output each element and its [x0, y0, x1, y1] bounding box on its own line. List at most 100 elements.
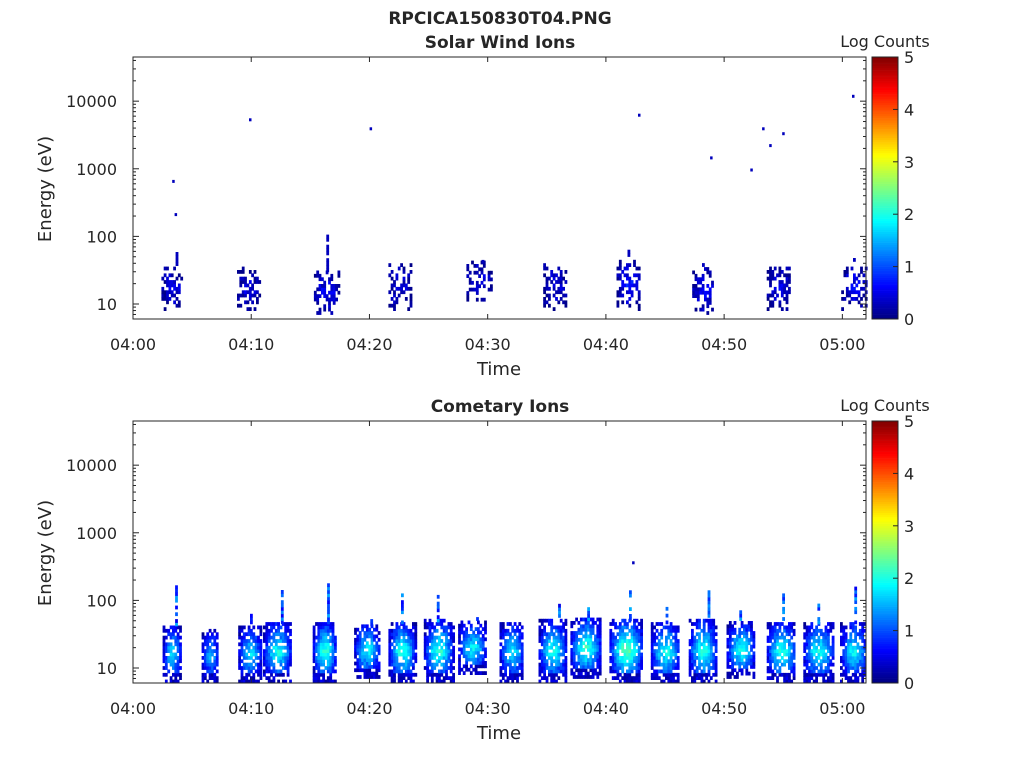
spectrogram-cell [731, 665, 734, 669]
spectrogram-cell [616, 625, 620, 630]
spectrogram-cell [265, 622, 269, 626]
spectrogram-cell [445, 662, 448, 667]
spectrogram-cell [769, 669, 772, 674]
spectrogram-cell [558, 603, 561, 608]
spectrogram-cell [176, 679, 180, 684]
spectrogram-cell [621, 280, 625, 284]
spectrogram-cell [317, 645, 321, 650]
spectrogram-cell [358, 661, 362, 666]
spectrogram-cell [272, 666, 276, 670]
spectrogram-cell [577, 621, 581, 625]
spectrogram-cell [653, 669, 656, 674]
spectrogram-cell [790, 662, 794, 667]
spectrogram-cell [436, 605, 440, 609]
spectrogram-cell [728, 651, 732, 656]
spectrogram-cell [709, 625, 713, 630]
spectrogram-cell [506, 642, 510, 647]
spectrogram-cell [322, 656, 325, 660]
spectrogram-cell [267, 645, 271, 650]
spectrogram-cell [247, 625, 251, 630]
spectrogram-cell [270, 635, 273, 640]
colorbar-segment [872, 233, 898, 237]
y-tick-label: 10 [97, 295, 117, 314]
spectrogram-cell [442, 649, 446, 653]
spectrogram-cell [397, 635, 401, 640]
spectrogram-cell [587, 658, 590, 662]
spectrogram-cell [707, 632, 711, 637]
spectrogram-cell [623, 266, 627, 271]
spectrogram-cell [688, 652, 692, 657]
spectrogram-cell [238, 632, 241, 637]
spectrogram-cell [393, 632, 396, 637]
spectrogram-cell [324, 652, 328, 657]
spectrogram-cell [552, 652, 556, 657]
colorbar-segment [872, 493, 898, 496]
spectrogram-cell [712, 625, 716, 630]
data-burst [803, 603, 835, 684]
spectrogram-cell [375, 661, 379, 666]
spectrogram-cell [445, 659, 448, 664]
spectrogram-cell [750, 637, 753, 642]
spectrogram-cell [407, 642, 411, 647]
spectrogram-cell [702, 645, 706, 650]
colorbar-segment [872, 654, 898, 658]
spectrogram-cell [557, 280, 561, 284]
spectrogram-cell [169, 676, 173, 680]
colorbar-segment [872, 63, 898, 67]
spectrogram-cell [513, 622, 517, 626]
spectrogram-cell [788, 286, 791, 291]
spectrogram-cell [621, 666, 625, 670]
spectrogram-cell [712, 662, 716, 667]
spectrogram-cell [477, 671, 480, 675]
spectrogram-cell [630, 679, 634, 684]
spectrogram-cell [750, 644, 753, 649]
spectrogram-cell [393, 666, 396, 670]
spectrogram-cell [326, 632, 330, 637]
spectrogram-cell [589, 637, 593, 642]
spectrogram-cell [361, 668, 364, 673]
spectrogram-cell [688, 666, 692, 670]
spectrogram-cell [177, 273, 181, 278]
spectrogram-cell [428, 625, 432, 630]
spectrogram-cell [662, 625, 666, 630]
spectrogram-cell [550, 679, 554, 684]
spectrogram-cell [368, 627, 372, 632]
spectrogram-cell [286, 652, 290, 657]
spectrogram-cell [844, 639, 848, 643]
spectrogram-cell [289, 679, 292, 684]
spectrogram-cell [582, 675, 586, 679]
spectrogram-cell [506, 649, 510, 653]
colorbar-segment [872, 442, 898, 446]
spectrogram-cell [626, 266, 629, 271]
spectrogram-cell [694, 287, 698, 292]
spectrogram-cell [611, 656, 615, 660]
spectrogram-cell [817, 672, 821, 677]
spectrogram-cell [322, 652, 325, 657]
spectrogram-cell [334, 656, 337, 660]
spectrogram-cell [458, 671, 461, 675]
spectrogram-cell [259, 672, 263, 677]
spectrogram-cell [426, 639, 429, 643]
spectrogram-cell [637, 273, 641, 278]
spectrogram-cell [423, 666, 427, 670]
spectrogram-cell [851, 652, 855, 657]
colorbar-segment [872, 543, 898, 546]
colorbar-segment [872, 179, 898, 182]
spectrogram-cell [667, 659, 671, 664]
spectrogram-cell [854, 610, 858, 615]
spectrogram-cell [267, 679, 271, 684]
spectrogram-cell [579, 624, 583, 629]
spectrogram-cell [692, 294, 695, 298]
spectrogram-cell [250, 617, 253, 621]
spectrogram-cell [611, 676, 615, 680]
colorbar-segment [872, 246, 898, 250]
spectrogram-cell [203, 642, 207, 647]
spectrogram-cell [858, 622, 862, 626]
colorbar-segment [872, 536, 898, 540]
spectrogram-cell [591, 671, 595, 676]
spectrogram-cell [808, 649, 811, 653]
spectrogram-cell [817, 620, 821, 625]
spectrogram-cell [253, 293, 257, 298]
spectrogram-cell [655, 649, 659, 653]
spectrogram-cell [430, 662, 434, 667]
